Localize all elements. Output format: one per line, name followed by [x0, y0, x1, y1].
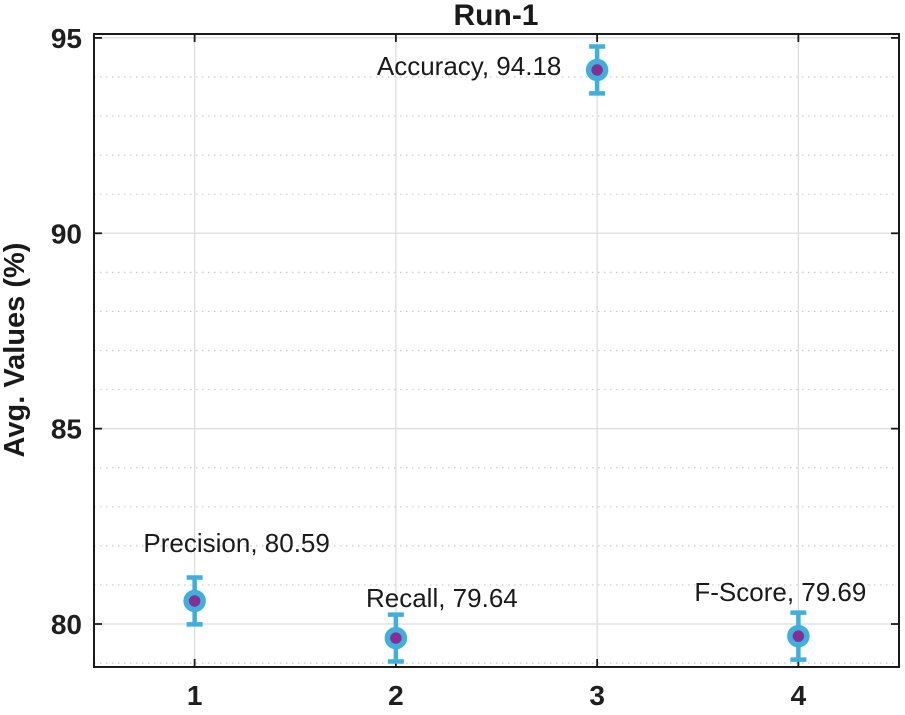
- data-labels: Precision, 80.59 Recall, 79.64 Accuracy, 9…: [143, 51, 866, 613]
- minor-gridlines: [94, 76, 899, 664]
- data-point-marker: [585, 58, 609, 82]
- data-point-marker: [787, 624, 810, 648]
- data-point-label: Precision, 80.59: [143, 528, 329, 558]
- data-point-marker: [183, 589, 206, 613]
- major-gridlines: [94, 34, 899, 667]
- y-tick-label: 80: [51, 609, 82, 640]
- y-tick-label: 90: [51, 218, 82, 249]
- tick-labels: 1 2 3 4 80 85 90 95: [51, 23, 807, 711]
- data-point-label: Recall, 79.64: [366, 583, 518, 613]
- data-point-label: Accuracy, 94.18: [377, 51, 562, 81]
- x-tick-label: 1: [187, 680, 203, 711]
- y-tick-label: 95: [51, 23, 82, 54]
- data-series: [183, 44, 810, 664]
- axes-box: [93, 33, 900, 668]
- data-point-marker: [384, 626, 408, 650]
- x-tick-label: 3: [589, 680, 605, 711]
- data-point-label: F-Score, 79.69: [694, 577, 866, 607]
- y-tick-label: 85: [51, 414, 82, 445]
- x-tick-label: 4: [791, 680, 807, 711]
- x-tick-label: 2: [388, 680, 404, 711]
- chart-title: Run-1: [454, 0, 539, 32]
- y-axis-label: Avg. Values (%): [0, 243, 31, 458]
- plot-border: [93, 33, 900, 668]
